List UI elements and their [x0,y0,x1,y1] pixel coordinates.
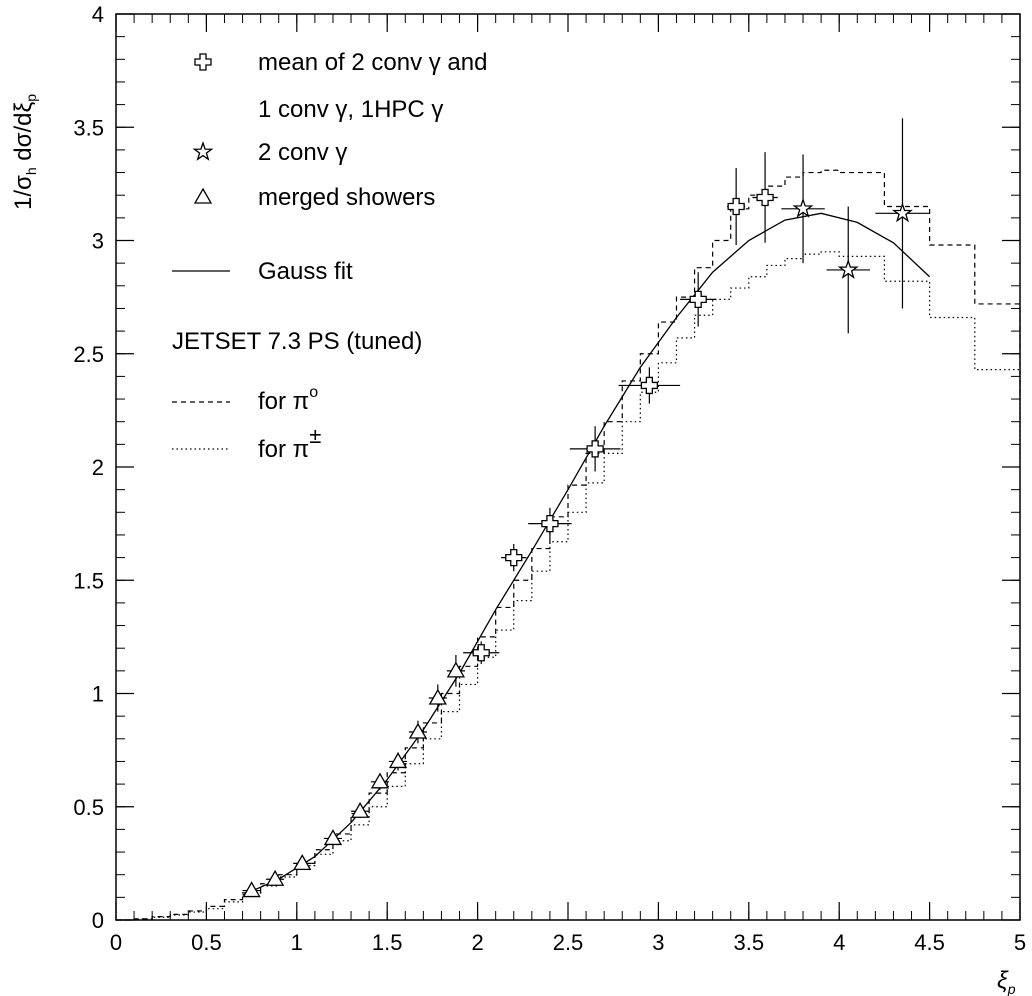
legend-cross-label-1: mean of 2 conv γ and [258,49,487,76]
legend-dashed-label-sup: o [309,384,318,401]
cross-marker [505,548,523,567]
cross-marker [541,514,559,533]
x-tick-label: 2 [471,930,483,955]
y-axis-label-sub2: p [23,94,39,102]
x-axis-label: ξp [997,967,1016,996]
triangle-marker [293,854,312,871]
x-tick-label: 0.5 [191,930,222,955]
cross-point [501,544,527,572]
legend-dashed-label-text: for π [258,388,309,415]
triangle-marker [265,869,285,886]
cross-marker [756,188,774,207]
x-tick-label: 5 [1014,930,1026,955]
legend-jetset-label: JETSET 7.3 PS (tuned) [172,328,422,355]
legend-star-label: 2 conv γ [258,139,347,166]
triangle-marker [242,881,261,898]
legend-dotted-label-sup: ± [309,423,321,448]
cross-marker [586,440,604,458]
legend-dotted-label-text: for π [258,436,309,463]
triangle-marker [428,688,447,705]
x-tick-label: 1 [291,930,303,955]
star-point [826,206,870,334]
x-tick-label: 4 [833,930,845,955]
legend-dashed-label: for πo [258,384,318,415]
x-tick-label: 1.5 [372,930,403,955]
cross-point [528,507,572,540]
y-tick-label: 0.5 [73,795,104,820]
y-tick-label: 2.5 [73,342,104,367]
triangle-point [242,881,261,898]
triangle-point [323,829,343,846]
triangle-marker [408,722,428,739]
triangle-point [408,720,428,744]
triangle-point [265,869,285,886]
triangle-marker [388,752,408,769]
cross-point [618,367,681,404]
triangle-marker [446,661,466,678]
y-tick-label: 1 [92,682,104,707]
triangle-marker [323,829,343,846]
triangle-point [428,684,447,712]
cross-marker [472,644,490,662]
triangle-point [370,772,390,790]
cross-point [569,426,621,472]
x-axis-label-main: ξ [997,967,1009,994]
y-axis-label-sub: h [23,167,39,175]
legend: mean of 2 conv γ and 1 conv γ, 1HPC γ 2 … [172,49,487,463]
data-points-layer [242,118,930,898]
cross-point [680,272,717,327]
legend-star-marker [192,141,214,161]
legend-cross-label-2: 1 conv γ, 1HPC γ [258,96,443,123]
y-axis-label-main: 1/σ [10,175,37,210]
triangle-point [293,854,312,871]
star-point [875,118,930,309]
axis-ticks [115,13,1021,921]
y-axis-label-rest: dσ/dξ [10,102,37,168]
star-marker [792,197,814,218]
star-marker [837,258,859,279]
x-tick-label: 0 [110,930,122,955]
y-tick-label: 3 [92,229,104,254]
y-tick-label: 3.5 [73,115,104,140]
y-tick-label: 2 [92,455,104,480]
y-tick-label: 0 [92,908,104,933]
triangle-point [350,801,370,819]
x-tick-label: 3 [652,930,664,955]
cross-point [463,641,500,665]
x-tick-label: 4.5 [914,930,945,955]
cross-point [727,168,746,246]
star-marker [891,202,913,223]
triangle-marker [370,772,390,789]
triangle-point [388,752,408,771]
y-tick-label: 1.5 [73,568,104,593]
triangle-marker [350,801,370,818]
axis-tick-labels: 0 0.5 1 1.5 2 2.5 3 3.5 4 4.5 5 0 0.5 1 1.5 2 2.5 3 3.5 4 [73,2,1026,955]
x-tick-label: 3.5 [734,930,765,955]
legend-dotted-label: for π± [258,423,321,463]
legend-cross-marker [194,53,212,71]
cross-marker [727,197,745,216]
x-tick-label: 2.5 [553,930,584,955]
triangle-point [446,654,466,687]
y-tick-label: 4 [92,2,104,27]
cross-point [752,152,778,243]
legend-fit-label: Gauss fit [258,258,353,285]
legend-triangle-marker [193,187,213,204]
cross-marker [640,376,659,395]
star-point [781,154,825,264]
y-axis-label: 1/σh dσ/dξp [10,94,39,210]
cross-marker [689,290,707,309]
legend-triangle-label: merged showers [258,184,435,211]
x-axis-label-sub: p [1007,981,1016,996]
